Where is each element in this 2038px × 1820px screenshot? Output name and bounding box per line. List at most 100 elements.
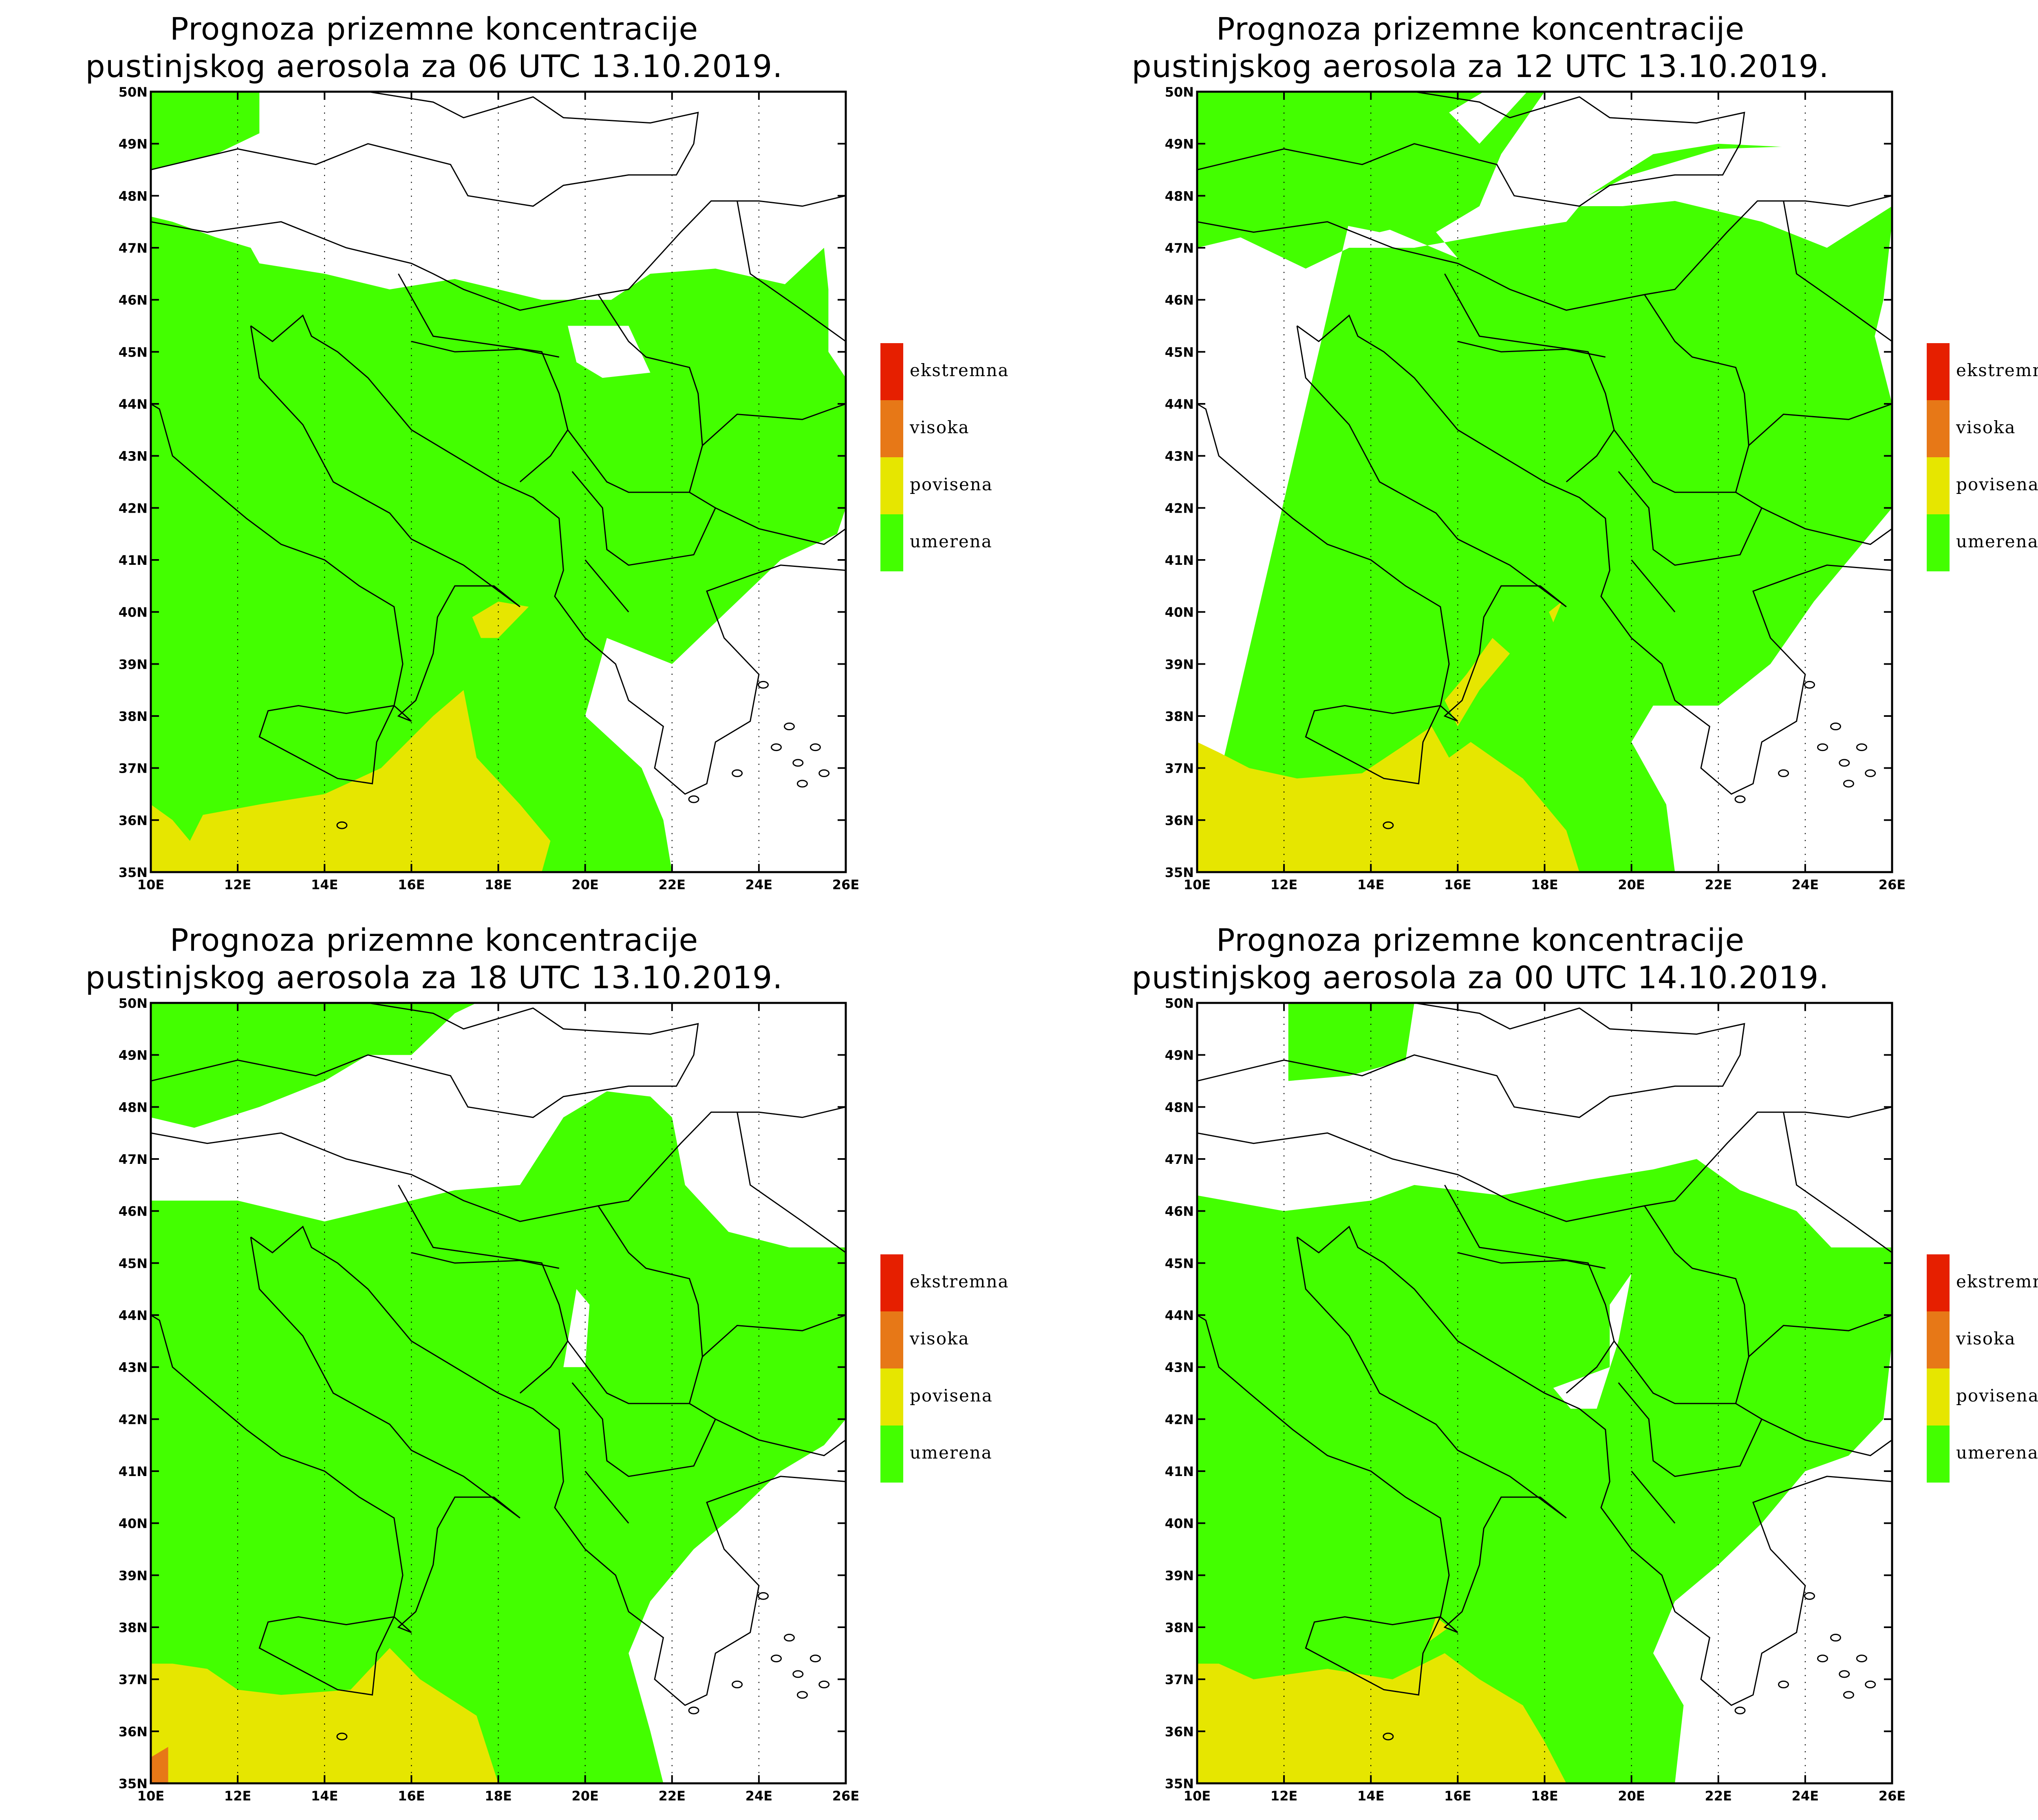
- boundary-line: [151, 195, 846, 311]
- boundary-line: [1613, 1340, 1763, 1477]
- boundary-line: [250, 314, 846, 795]
- y-tick-label: 35N: [119, 1776, 148, 1791]
- island-outline: [1804, 1592, 1815, 1600]
- y-tick-label: 40N: [1165, 1516, 1194, 1531]
- boundary-line: [1631, 1471, 1676, 1524]
- x-tick-label: 24E: [1792, 1788, 1819, 1804]
- boundary-line: [702, 403, 846, 446]
- y-tick-label: 42N: [119, 1412, 148, 1427]
- boundary-line: [1305, 705, 1441, 784]
- umerena-region: [151, 1091, 846, 1783]
- y-tick-label: 38N: [119, 1620, 148, 1635]
- concentration-fields: [151, 1003, 846, 1783]
- legend-item-umerena: umerena: [880, 1426, 1043, 1483]
- legend: ekstremna visoka povisena umerena: [1927, 1254, 2038, 1483]
- povisena-region: [151, 690, 551, 872]
- legend-swatch: [880, 1311, 903, 1368]
- y-tick-label: 45N: [119, 1256, 148, 1271]
- boundary-line: [151, 1314, 412, 1633]
- island-outline: [818, 769, 830, 777]
- title-line-1: Prognoza prizemne koncentracije: [170, 922, 699, 958]
- x-tick-label: 26E: [1879, 877, 1906, 892]
- boundary-line: [1444, 273, 1615, 483]
- boundaries: [151, 1003, 846, 1741]
- x-tick-label: 14E: [311, 1788, 338, 1804]
- boundary-line: [1197, 1003, 1745, 1118]
- boundaries: [1197, 92, 1892, 829]
- no-dust-region: [1566, 143, 1892, 248]
- y-tick-label: 43N: [119, 449, 148, 464]
- legend-swatch: [880, 514, 903, 571]
- legend-label: povisena: [910, 474, 993, 494]
- boundary-line: [258, 1616, 395, 1696]
- boundary-line: [411, 1252, 559, 1269]
- map-panel-00utc: Prognoza prizemne koncentracije pustinjs…: [1046, 911, 2038, 1820]
- y-tick-label: 40N: [119, 1516, 148, 1531]
- concentration-fields: [151, 92, 846, 872]
- island-outline: [1839, 759, 1850, 767]
- legend-swatch: [1927, 400, 1950, 457]
- y-tick-label: 37N: [1165, 761, 1194, 776]
- boundary-line: [1644, 294, 1749, 493]
- y-tick-label: 49N: [1165, 137, 1194, 152]
- boundary-line: [1783, 1112, 1892, 1254]
- boundary-line: [737, 1112, 846, 1254]
- legend-item-povisena: povisena: [880, 457, 1043, 514]
- y-tick-label: 46N: [1165, 293, 1194, 308]
- boundary-line: [1644, 1205, 1749, 1404]
- map-panel-18utc: Prognoza prizemne koncentracije pustinjs…: [0, 911, 1043, 1820]
- legend-item-povisena: povisena: [1927, 457, 2038, 514]
- x-tick-label: 22E: [1705, 877, 1732, 892]
- boundary-line: [1761, 1418, 1892, 1456]
- x-tick-label: 14E: [1357, 1788, 1384, 1804]
- x-tick-label: 26E: [1879, 1788, 1906, 1804]
- x-tick-label: 16E: [398, 877, 425, 892]
- axis-ticks: 10E 12E 14E 16E 18E 20E 22E 24E 26E 35N 36N 37N 38N 3…: [1165, 84, 1906, 892]
- y-tick-label: 40N: [119, 605, 148, 620]
- umerena-region: [151, 92, 260, 170]
- forecast-map: 10E 12E 14E 16E 18E 20E 22E 24E 26E 35N 36N 37N 38N 3…: [1165, 996, 1906, 1804]
- y-tick-label: 41N: [119, 1464, 148, 1479]
- x-tick-label: 26E: [832, 877, 859, 892]
- island-outline: [758, 681, 769, 689]
- x-tick-label: 22E: [659, 1788, 686, 1804]
- boundary-line: [1197, 195, 1892, 311]
- umerena-region: [151, 1003, 477, 1128]
- boundary-line: [151, 92, 699, 207]
- x-tick-label: 24E: [746, 877, 772, 892]
- boundary-line: [1305, 1616, 1441, 1696]
- legend-swatch: [1927, 514, 1950, 571]
- y-tick-label: 50N: [1165, 996, 1194, 1011]
- no-dust-region: [1449, 92, 1527, 144]
- island-outline: [1830, 723, 1841, 731]
- legend-label: umerena: [910, 531, 993, 551]
- title-line-2: pustinjskog aerosola za 12 UTC 13.10.201…: [1131, 48, 1829, 84]
- y-tick-label: 40N: [1165, 605, 1194, 620]
- legend-label: umerena: [1956, 1443, 2038, 1463]
- y-tick-label: 49N: [1165, 1048, 1194, 1063]
- boundary-line: [250, 1225, 846, 1706]
- panel-title: Prognoza prizemne koncentracije pustinjs…: [0, 10, 868, 85]
- x-tick-label: 16E: [1444, 1788, 1471, 1804]
- y-tick-label: 36N: [1165, 813, 1194, 828]
- umerena-region: [151, 216, 846, 872]
- title-line-2: pustinjskog aerosola za 18 UTC 13.10.201…: [85, 959, 783, 996]
- x-tick-label: 18E: [485, 1788, 512, 1804]
- y-tick-label: 41N: [1165, 1464, 1194, 1479]
- x-tick-label: 18E: [485, 877, 512, 892]
- povisena-region: [1197, 1653, 1566, 1783]
- panel-title: Prognoza prizemne koncentracije pustinjs…: [1046, 921, 1914, 996]
- y-tick-label: 46N: [119, 1204, 148, 1219]
- boundary-line: [584, 560, 629, 613]
- povisena-region: [472, 602, 529, 638]
- boundary-line: [715, 1418, 846, 1456]
- island-outline: [1817, 1655, 1828, 1663]
- legend-item-ekstremna: ekstremna: [1927, 343, 2038, 400]
- island-outline: [758, 1592, 769, 1600]
- y-tick-label: 45N: [1165, 1256, 1194, 1271]
- legend-label: visoka: [910, 1329, 970, 1348]
- povisena-region: [1549, 602, 1562, 623]
- island-outline: [336, 821, 348, 829]
- y-tick-label: 42N: [1165, 1412, 1194, 1427]
- map-panel-06utc: Prognoza prizemne koncentracije pustinjs…: [0, 0, 1043, 909]
